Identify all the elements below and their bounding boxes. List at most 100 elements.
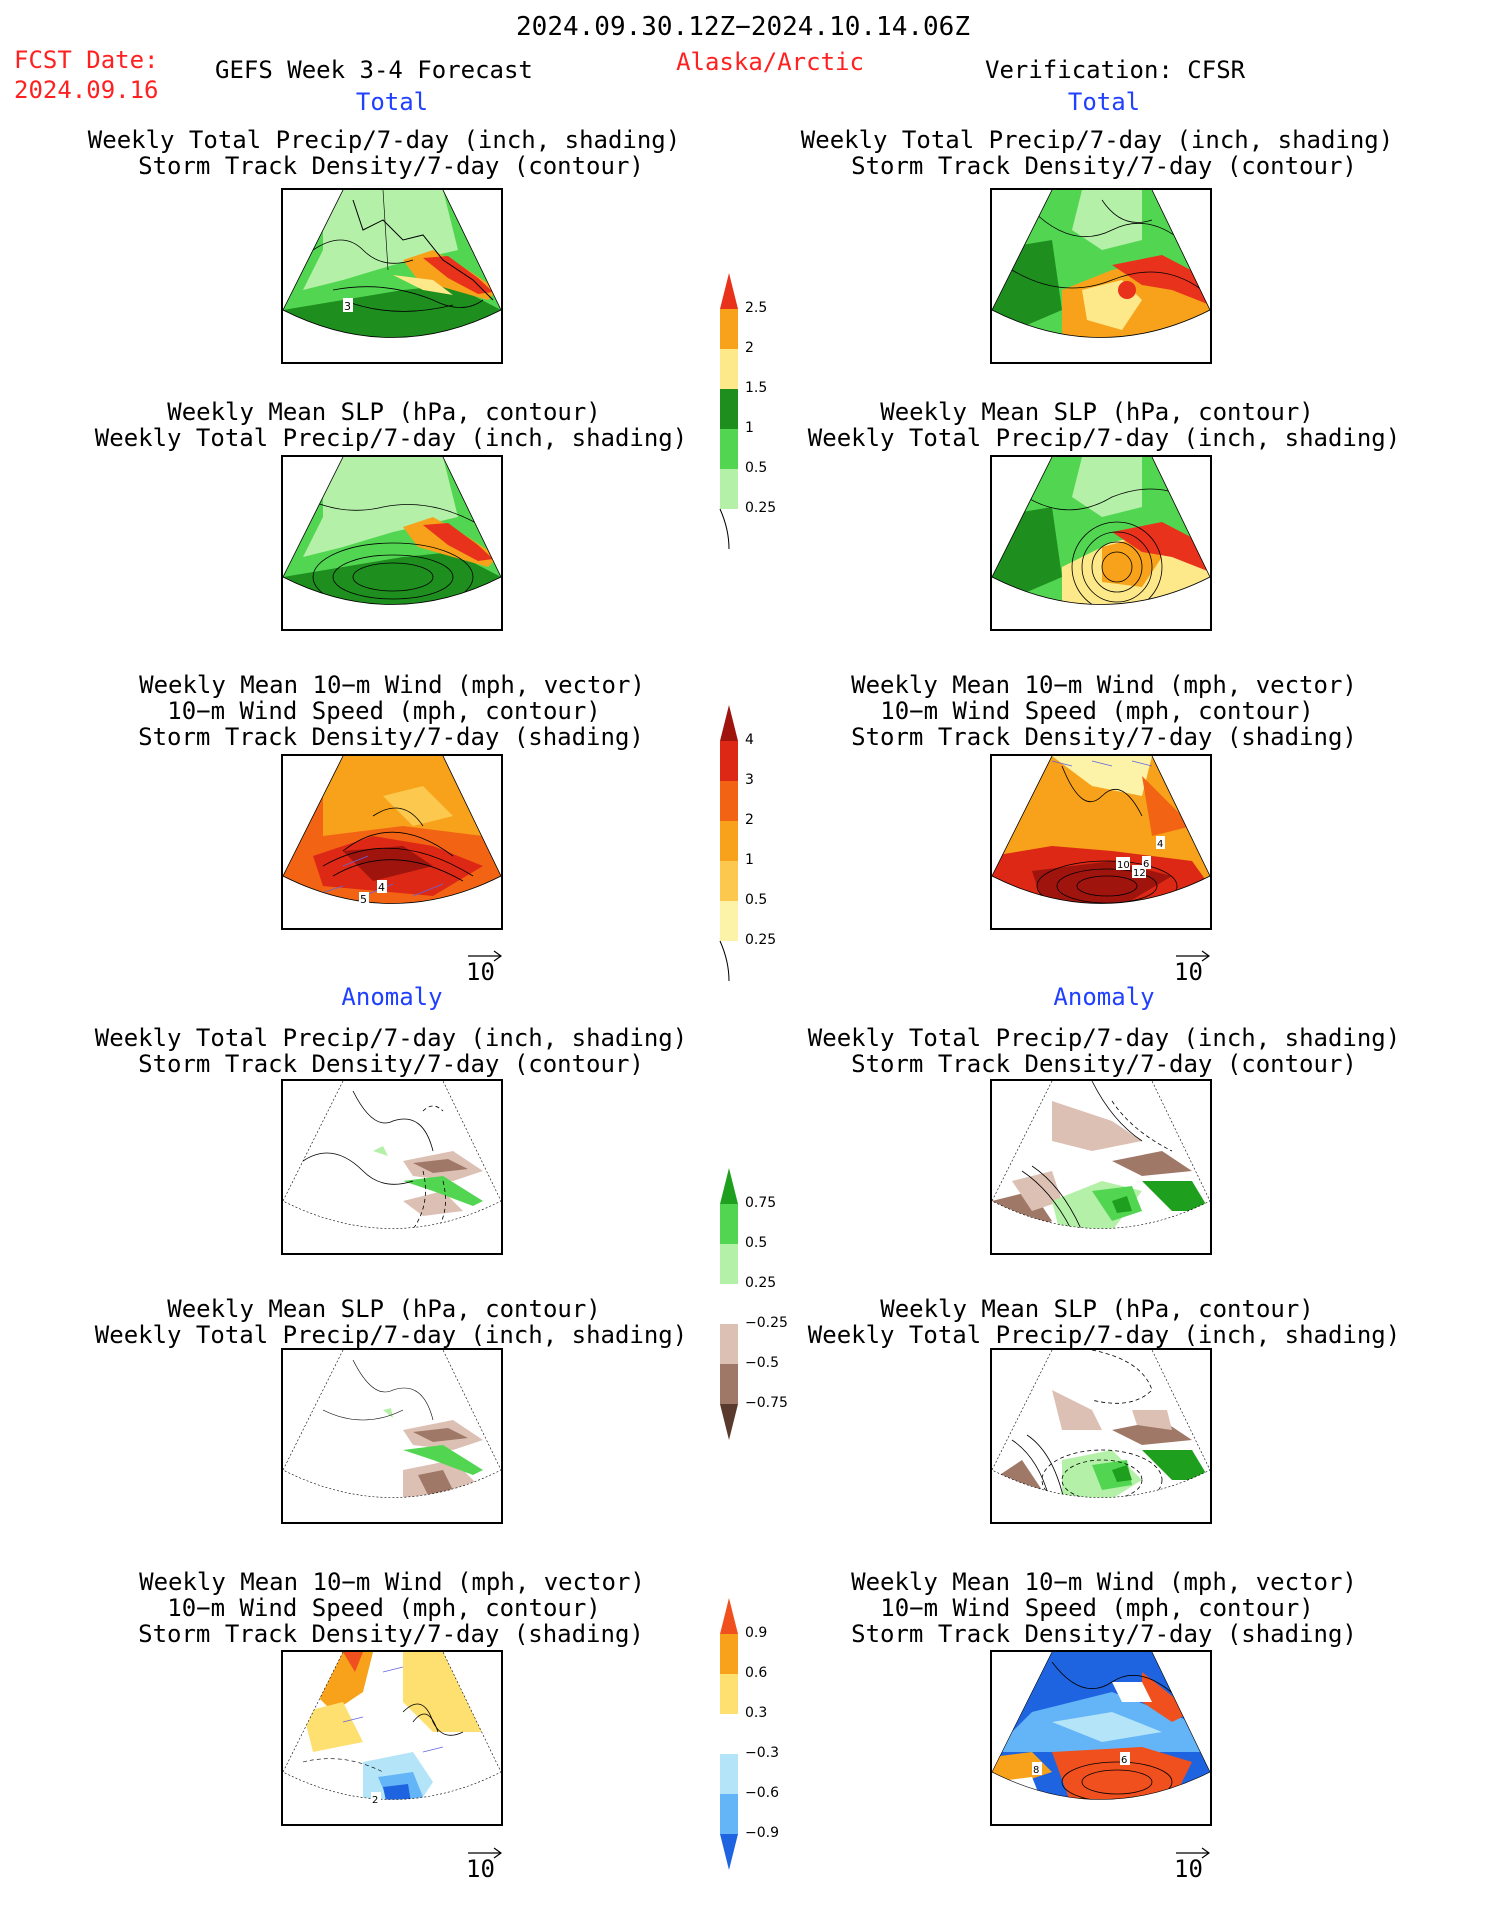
title-l1-line1: Weekly Total Precip/7-day (inch, shading… bbox=[87, 126, 681, 154]
map-anom-precip-storm-gefs bbox=[281, 1079, 503, 1255]
contour-label: 8 bbox=[1033, 1765, 1039, 1776]
contour-label: 4 bbox=[1157, 839, 1163, 850]
colorbar-tick-label: −0.3 bbox=[745, 1745, 779, 1761]
colorbar-segment bbox=[720, 821, 738, 861]
contour-label: 4 bbox=[378, 881, 385, 894]
map-total-slp-precip-gefs bbox=[281, 455, 503, 631]
map-anom-wind-storm-gefs: 2 bbox=[281, 1650, 503, 1826]
colorbar-segment bbox=[720, 1284, 738, 1324]
colorbar-graphic bbox=[720, 1598, 738, 1870]
vector-reference-label: 10 bbox=[1174, 1855, 1203, 1883]
colorbar-graphic bbox=[719, 273, 738, 550]
colorbar-segment bbox=[720, 1204, 738, 1244]
colorbar-segment bbox=[720, 781, 738, 821]
colorbar-tick-label: −0.6 bbox=[745, 1785, 779, 1801]
colorbar-tick-label: −0.5 bbox=[745, 1355, 779, 1371]
colorbar-tick-label: 2.5 bbox=[745, 300, 768, 316]
title-l6-line3: Storm Track Density/7-day (shading) bbox=[138, 1620, 644, 1648]
contour-label: 5 bbox=[360, 893, 367, 906]
vector-reference-label: 10 bbox=[466, 1855, 495, 1883]
colorbar-tick-label: 2 bbox=[745, 340, 754, 356]
title-r2-line1: Weekly Mean SLP (hPa, contour) bbox=[880, 398, 1314, 426]
title-r4-line1: Weekly Total Precip/7-day (inch, shading… bbox=[807, 1024, 1401, 1052]
contour-label: 6 bbox=[1143, 859, 1149, 870]
title-l5-line1: Weekly Mean SLP (hPa, contour) bbox=[167, 1295, 601, 1323]
colorbar-tick-label: 3 bbox=[745, 772, 754, 788]
colorbar-precip-total: 2.5 2 1.5 1 0.5 0.25 bbox=[715, 265, 795, 550]
colorbar-segment bbox=[720, 1244, 738, 1284]
title-l6-line2: 10−m Wind Speed (mph, contour) bbox=[167, 1594, 601, 1622]
colorbar-tick-label: 0.5 bbox=[745, 460, 768, 476]
title-r1-line2: Storm Track Density/7-day (contour) bbox=[851, 152, 1357, 180]
colorbar-segment bbox=[720, 1794, 738, 1834]
contour-label: 2 bbox=[372, 1795, 378, 1806]
vector-reference-label: 10 bbox=[466, 958, 495, 986]
forecast-title: GEFS Week 3-4 Forecast bbox=[215, 56, 533, 84]
fcst-date-value: 2024.09.16 bbox=[14, 76, 159, 104]
colorbar-bottom-tail bbox=[719, 508, 730, 550]
colorbar-segment bbox=[720, 429, 738, 469]
map-total-precip-storm-cfsr bbox=[990, 188, 1212, 364]
colorbar-bottom-arrow bbox=[720, 1834, 738, 1870]
map-total-wind-storm-cfsr: 10 12 4 6 bbox=[990, 754, 1212, 930]
contour-label: 10 bbox=[1117, 860, 1130, 871]
contour-label: 6 bbox=[1121, 1755, 1127, 1766]
map-total-precip-storm-gefs: 3 bbox=[281, 188, 503, 364]
title-l2-line2: Weekly Total Precip/7-day (inch, shading… bbox=[94, 424, 688, 452]
title-r5-line2: Weekly Total Precip/7-day (inch, shading… bbox=[807, 1321, 1401, 1349]
colorbar-segment bbox=[720, 1754, 738, 1794]
colorbar-tick-label: −0.75 bbox=[745, 1395, 788, 1411]
title-l1-line2: Storm Track Density/7-day (contour) bbox=[138, 152, 644, 180]
section-total-right: Total bbox=[1067, 88, 1141, 116]
title-r4-line2: Storm Track Density/7-day (contour) bbox=[851, 1050, 1357, 1078]
title-l2-line1: Weekly Mean SLP (hPa, contour) bbox=[167, 398, 601, 426]
fcst-date-label: FCST Date: bbox=[14, 46, 159, 74]
map-anom-wind-storm-cfsr: 8 6 bbox=[990, 1650, 1212, 1826]
vector-reference-label: 10 bbox=[1174, 958, 1203, 986]
colorbar-segment bbox=[720, 309, 738, 349]
map-anom-slp-precip-gefs bbox=[281, 1348, 503, 1524]
colorbar-precip-anomaly: 0.75 0.5 0.25 −0.25 −0.5 −0.75 bbox=[715, 1160, 805, 1440]
region-title: Alaska/Arctic bbox=[676, 48, 864, 76]
colorbar-segment bbox=[720, 1364, 738, 1404]
section-anomaly-right: Anomaly bbox=[1053, 983, 1155, 1011]
colorbar-tick-label: 0.25 bbox=[745, 932, 777, 948]
colorbar-tick-label: 0.5 bbox=[745, 1235, 768, 1251]
title-r3-line2: 10−m Wind Speed (mph, contour) bbox=[880, 697, 1314, 725]
colorbar-tick-label: 0.6 bbox=[745, 1665, 768, 1681]
colorbar-segment bbox=[720, 349, 738, 389]
colorbar-segment bbox=[720, 389, 738, 429]
title-r3-line3: Storm Track Density/7-day (shading) bbox=[851, 723, 1357, 751]
vector-reference-l3: 10 bbox=[466, 948, 506, 984]
title-r6-line2: 10−m Wind Speed (mph, contour) bbox=[880, 1594, 1314, 1622]
title-l3-line2: 10−m Wind Speed (mph, contour) bbox=[167, 697, 601, 725]
colorbar-tick-label: 4 bbox=[745, 732, 754, 748]
colorbar-bottom-arrow bbox=[720, 1404, 738, 1440]
colorbar-bottom-tail bbox=[719, 940, 730, 982]
colorbar-tick-label: 0.75 bbox=[745, 1195, 777, 1211]
colorbar-storm-anomaly: 0.9 0.6 0.3 −0.3 −0.6 −0.9 bbox=[715, 1590, 805, 1870]
vector-reference-r3: 10 bbox=[1174, 948, 1214, 984]
title-r3-line1: Weekly Mean 10−m Wind (mph, vector) bbox=[851, 671, 1357, 699]
title-r5-line1: Weekly Mean SLP (hPa, contour) bbox=[880, 1295, 1314, 1323]
colorbar-top-arrow bbox=[720, 273, 738, 309]
title-r6-line3: Storm Track Density/7-day (shading) bbox=[851, 1620, 1357, 1648]
section-anomaly-left: Anomaly bbox=[341, 983, 443, 1011]
map-total-wind-storm-gefs: 5 4 bbox=[281, 754, 503, 930]
title-l6-line1: Weekly Mean 10−m Wind (mph, vector) bbox=[139, 1568, 645, 1596]
contour-label: 12 bbox=[1133, 868, 1146, 879]
colorbar-tick-label: 1 bbox=[745, 852, 754, 868]
colorbar-segment bbox=[720, 1714, 738, 1754]
colorbar-graphic bbox=[720, 1168, 738, 1440]
map-anom-slp-precip-cfsr bbox=[990, 1348, 1212, 1524]
period-title: 2024.09.30.12Z−2024.10.14.06Z bbox=[516, 12, 970, 42]
colorbar-graphic bbox=[719, 705, 738, 982]
title-r1-line1: Weekly Total Precip/7-day (inch, shading… bbox=[800, 126, 1394, 154]
title-l4-line2: Storm Track Density/7-day (contour) bbox=[138, 1050, 644, 1078]
colorbar-tick-label: 1.5 bbox=[745, 380, 768, 396]
colorbar-segment bbox=[720, 741, 738, 781]
title-l4-line1: Weekly Total Precip/7-day (inch, shading… bbox=[94, 1024, 688, 1052]
title-l3-line1: Weekly Mean 10−m Wind (mph, vector) bbox=[139, 671, 645, 699]
colorbar-storm-total: 4 3 2 1 0.5 0.25 bbox=[715, 697, 795, 982]
colorbar-tick-label: 0.9 bbox=[745, 1625, 768, 1641]
